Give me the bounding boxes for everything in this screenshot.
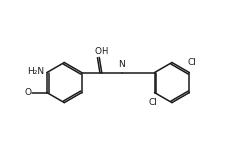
Text: Cl: Cl [149,98,158,107]
Text: H: H [101,47,108,56]
Text: Cl: Cl [187,58,196,67]
Text: O: O [24,88,31,97]
Text: N: N [118,60,125,69]
Text: H₂N: H₂N [27,67,45,76]
Text: O: O [94,47,102,56]
